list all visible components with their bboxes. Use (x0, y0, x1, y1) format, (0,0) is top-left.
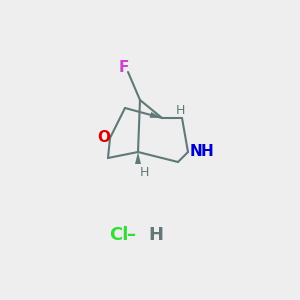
Text: Cl: Cl (109, 226, 128, 244)
Polygon shape (150, 112, 162, 118)
Text: H: H (139, 166, 149, 178)
Text: F: F (119, 61, 129, 76)
Text: H: H (148, 226, 163, 244)
Text: H: H (175, 103, 185, 116)
Polygon shape (135, 152, 141, 164)
Text: –: – (128, 226, 136, 244)
Text: O: O (98, 130, 110, 146)
Text: N: N (190, 145, 202, 160)
Text: H: H (201, 145, 213, 160)
